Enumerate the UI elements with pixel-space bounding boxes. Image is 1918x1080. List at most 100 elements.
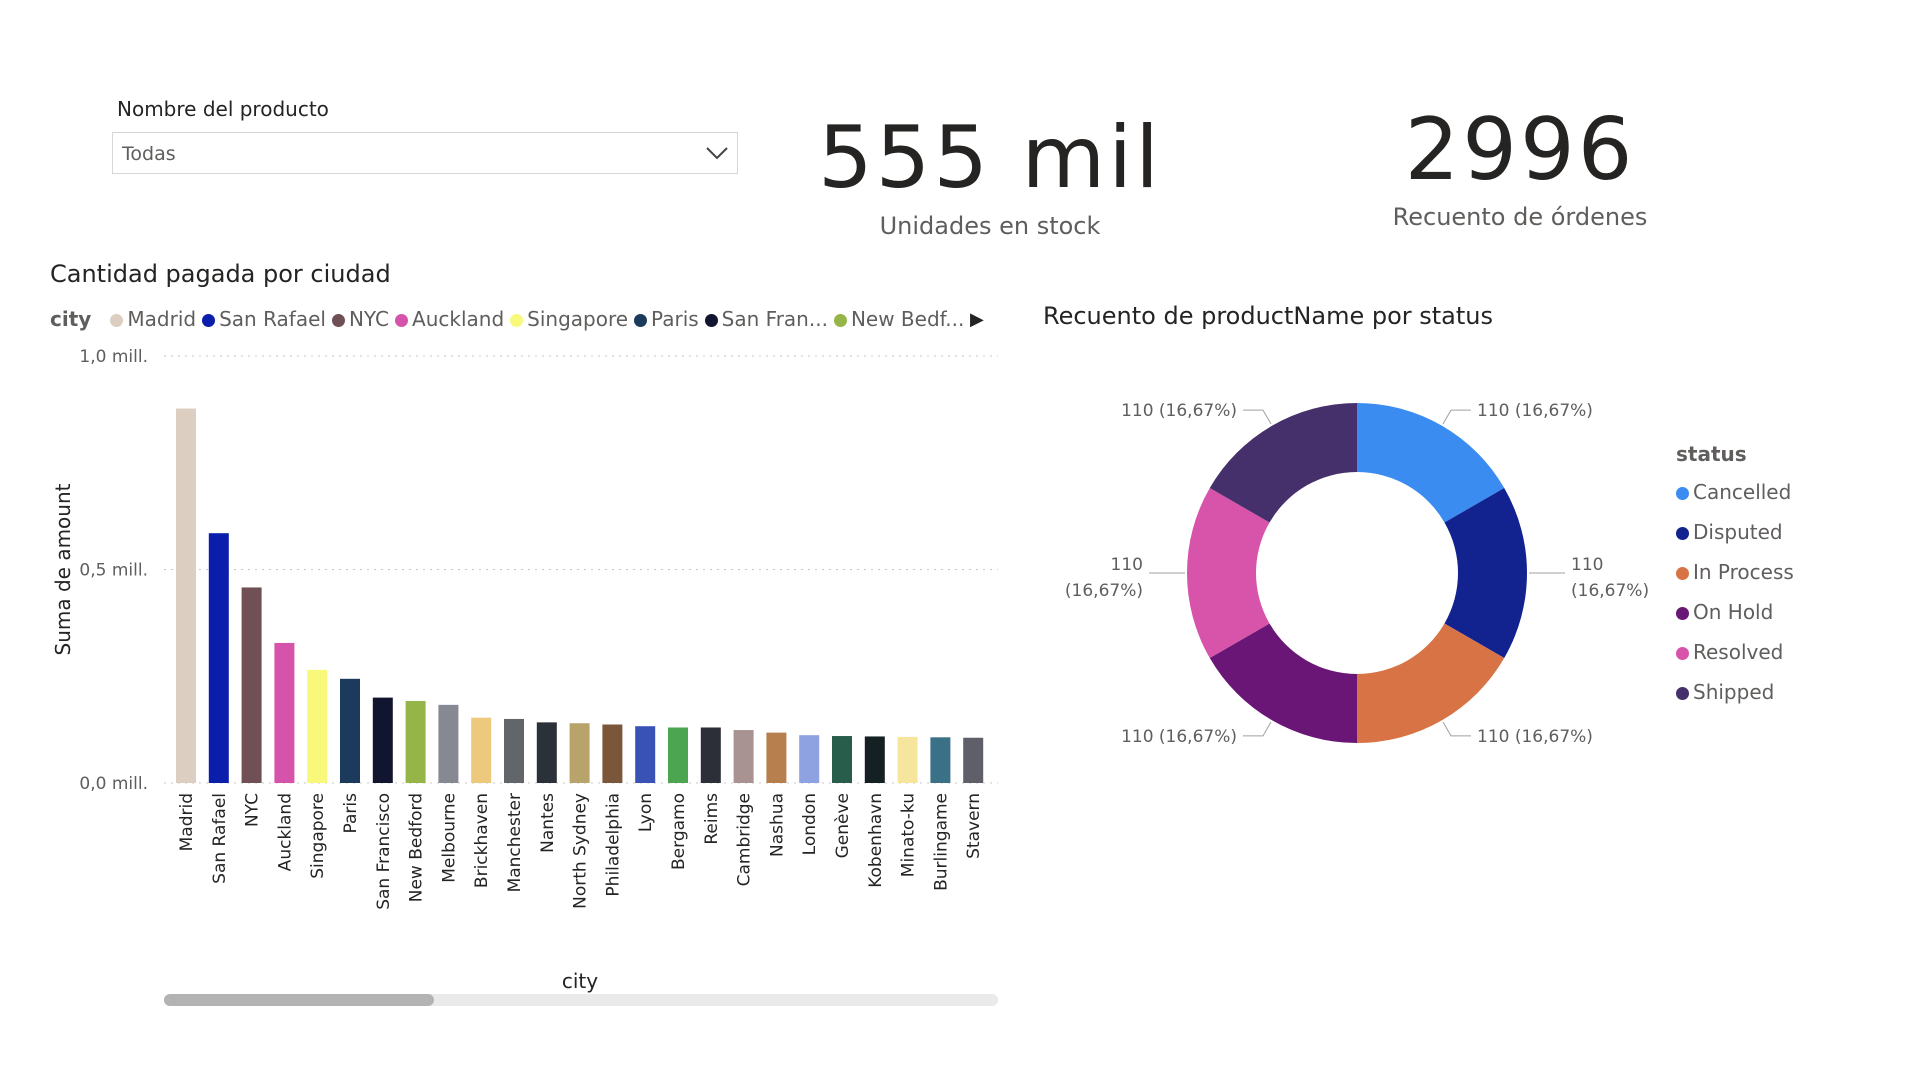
x-tick-label: North Sydney: [571, 793, 591, 909]
status-legend-item[interactable]: Disputed: [1676, 512, 1794, 552]
bar[interactable]: [864, 736, 885, 783]
legend-dot-icon: [1676, 527, 1689, 540]
city-legend-label: San Rafael: [219, 307, 326, 331]
bar[interactable]: [897, 736, 918, 783]
donut-slice[interactable]: [1444, 488, 1527, 658]
x-tick-label: San Francisco: [374, 793, 394, 910]
status-legend-item[interactable]: Resolved: [1676, 632, 1794, 672]
city-legend-item[interactable]: San Rafael: [202, 307, 326, 331]
city-legend-label: Auckland: [412, 307, 505, 331]
bar[interactable]: [668, 727, 688, 783]
kpi-units-in-stock-value: 555 mil: [817, 108, 1163, 208]
x-tick-label: Bergamo: [669, 793, 689, 870]
bar[interactable]: [733, 730, 754, 783]
bar[interactable]: [569, 723, 590, 783]
bar[interactable]: [504, 718, 524, 783]
legend-dot-icon: [395, 314, 409, 327]
bar[interactable]: [372, 697, 393, 783]
x-tick-label: Genève: [833, 793, 853, 858]
leader-line: [1243, 409, 1272, 425]
data-label: 110 (16,67%): [1477, 401, 1593, 421]
bar[interactable]: [176, 408, 196, 783]
city-legend-item[interactable]: Paris: [634, 307, 699, 331]
x-axis-title: city: [562, 969, 598, 993]
legend-dot-icon: [1676, 687, 1689, 700]
chevron-down-icon[interactable]: [705, 142, 729, 168]
slicer-title: Nombre del producto: [117, 97, 329, 121]
city-legend-item[interactable]: Madrid: [110, 307, 196, 331]
x-tick-label: Minato-ku: [899, 793, 919, 877]
data-label: (16,67%): [1065, 581, 1143, 601]
legend-dot-icon: [634, 314, 648, 327]
bar[interactable]: [274, 642, 295, 783]
city-legend: city Madrid San Rafael NYC Auckland Singapor…: [50, 307, 970, 337]
horizontal-scrollbar-track[interactable]: [164, 994, 998, 1006]
city-legend-label: Singapore: [527, 307, 629, 331]
status-legend-item[interactable]: Cancelled: [1676, 472, 1794, 512]
city-legend-item[interactable]: NYC: [331, 307, 389, 331]
status-legend-label: Cancelled: [1693, 480, 1792, 504]
donut-slice[interactable]: [1209, 623, 1357, 744]
bar-chart: 0,0 mill. 0,5 mill. 1,0 mill. Suma de amoun…: [51, 347, 998, 993]
status-legend-item[interactable]: On Hold: [1676, 592, 1794, 632]
data-label: 110 (16,67%): [1121, 401, 1237, 421]
city-legend-label: San Fran...: [721, 307, 828, 331]
bar[interactable]: [438, 704, 459, 783]
status-legend-item[interactable]: In Process: [1676, 552, 1794, 592]
donut-slice[interactable]: [1357, 403, 1505, 523]
bar[interactable]: [602, 724, 623, 783]
bar[interactable]: [405, 701, 426, 783]
bar[interactable]: [930, 737, 951, 783]
legend-next-arrow-icon[interactable]: ▶: [970, 309, 984, 330]
product-slicer-dropdown[interactable]: Todas: [112, 132, 738, 174]
donut-slice[interactable]: [1357, 623, 1505, 744]
x-tick-label: Reims: [702, 793, 722, 845]
bar[interactable]: [340, 678, 360, 783]
x-tick-label: San Rafael: [210, 793, 230, 884]
status-legend-label: On Hold: [1693, 600, 1774, 624]
y-axis-title: Suma de amount: [51, 483, 75, 655]
bar[interactable]: [208, 533, 229, 783]
legend-dot-icon: [331, 314, 345, 327]
bar[interactable]: [766, 732, 787, 783]
horizontal-scrollbar-thumb[interactable]: [164, 994, 434, 1006]
x-tick-label: Burlingame: [931, 793, 951, 891]
status-legend-item[interactable]: Shipped: [1676, 672, 1794, 712]
legend-dot-icon: [1676, 567, 1689, 580]
city-legend-item[interactable]: Auckland: [395, 307, 504, 331]
kpi-order-count-value: 2996: [1404, 100, 1636, 200]
bar[interactable]: [963, 737, 984, 783]
bar-chart-title: Cantidad pagada por ciudad: [50, 260, 391, 288]
x-tick-label: NYC: [243, 793, 263, 827]
city-legend-label: Paris: [651, 307, 699, 331]
x-tick-label: Philadelphia: [603, 793, 623, 897]
city-legend-item[interactable]: San Fran...: [704, 307, 828, 331]
legend-dot-icon: [1676, 647, 1689, 660]
bar[interactable]: [471, 717, 492, 783]
bar[interactable]: [536, 722, 557, 783]
data-label: 110 (16,67%): [1121, 727, 1237, 747]
bar[interactable]: [832, 736, 852, 783]
x-tick-label: Manchester: [505, 793, 525, 892]
bar[interactable]: [635, 726, 656, 783]
x-tick-label: Auckland: [275, 793, 295, 871]
legend-dot-icon: [110, 314, 124, 327]
x-tick-label: Melbourne: [439, 793, 459, 883]
x-tick-label: London: [800, 793, 820, 855]
data-label: 110 (16,67%): [1477, 727, 1593, 747]
bar[interactable]: [241, 587, 262, 783]
city-legend-item[interactable]: Singapore: [510, 307, 628, 331]
bar[interactable]: [700, 727, 721, 783]
city-legend-item[interactable]: New Bedf...: [833, 307, 964, 331]
data-label: 110: [1111, 555, 1143, 575]
donut-slice[interactable]: [1209, 403, 1357, 523]
donut-chart: 110 (16,67%) 110 (16,67%) 110 (16,67%) 110 (…: [1065, 401, 1649, 747]
x-tick-label: Paris: [341, 793, 361, 834]
x-tick-label: New Bedford: [407, 793, 427, 902]
bar[interactable]: [799, 735, 820, 783]
bar[interactable]: [307, 669, 328, 783]
kpi-units-in-stock-label: Unidades en stock: [879, 212, 1101, 240]
status-legend-label: Resolved: [1693, 640, 1784, 664]
donut-slice[interactable]: [1187, 488, 1270, 658]
x-tick-label: Nantes: [538, 793, 558, 853]
